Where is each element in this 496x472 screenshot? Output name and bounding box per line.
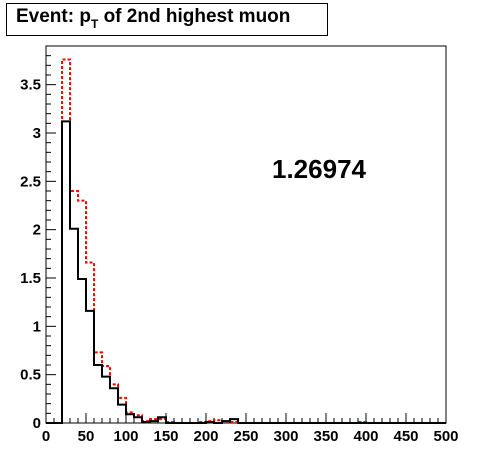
series-layer bbox=[46, 58, 446, 424]
y-tick-label: 3 bbox=[33, 125, 41, 142]
x-tick-label: 50 bbox=[78, 428, 95, 445]
series-black-solid bbox=[46, 120, 446, 424]
x-tick-label: 450 bbox=[393, 428, 418, 445]
y-axis: 0 0.5 1 1.5 2 2.5 3 3.5 bbox=[20, 45, 56, 432]
x-tick-label: 300 bbox=[273, 428, 298, 445]
annotation-value: 1.26974 bbox=[272, 154, 367, 184]
x-tick-label: 500 bbox=[433, 428, 458, 445]
x-tick-label: 0 bbox=[42, 428, 50, 445]
y-tick-label: 2 bbox=[33, 222, 41, 239]
x-tick-label: 400 bbox=[353, 428, 378, 445]
plot-frame bbox=[45, 45, 447, 424]
x-axis: 0 50 100 150 200 250 300 350 400 450 500 bbox=[42, 413, 459, 445]
y-tick-label: 1.5 bbox=[20, 270, 41, 287]
y-tick-label: 0.5 bbox=[20, 367, 41, 384]
x-tick-label: 150 bbox=[153, 428, 178, 445]
y-tick-label: 2.5 bbox=[20, 173, 41, 190]
title-suffix: of 2nd highest muon bbox=[98, 6, 291, 27]
x-tick-label: 250 bbox=[233, 428, 258, 445]
y-tick-label: 1 bbox=[33, 318, 41, 335]
y-tick-label: 3.5 bbox=[20, 77, 41, 94]
x-tick-label: 100 bbox=[113, 428, 138, 445]
title-prefix: Event: p bbox=[16, 6, 91, 27]
title-subscript: T bbox=[90, 17, 99, 31]
chart-title: Event: pT of 2nd highest muon bbox=[6, 3, 328, 36]
x-tick-label: 350 bbox=[313, 428, 338, 445]
y-tick-label: 0 bbox=[33, 415, 41, 432]
x-tick-label: 200 bbox=[193, 428, 218, 445]
